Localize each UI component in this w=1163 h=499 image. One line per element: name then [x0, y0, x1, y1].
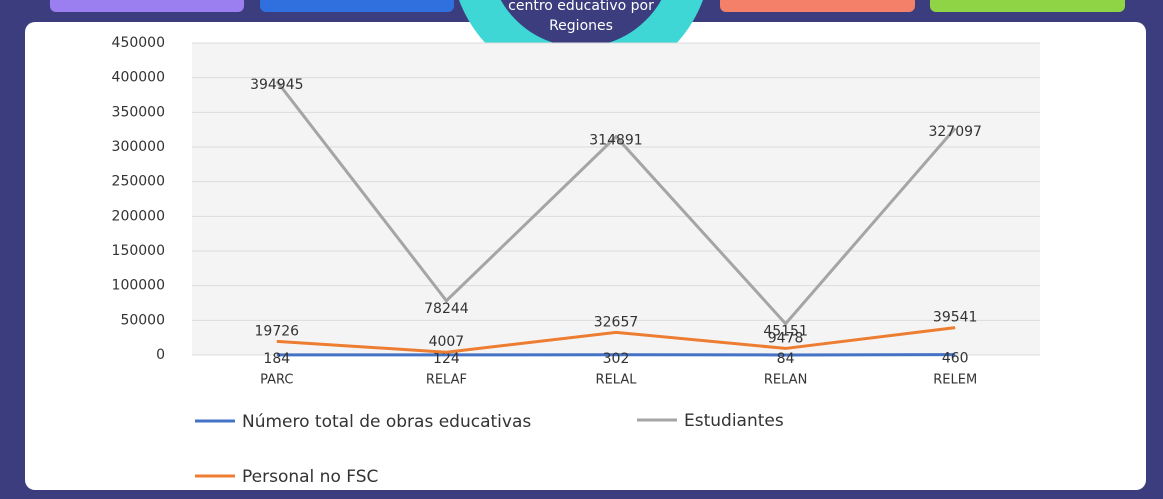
y-tick-label: 400000	[112, 70, 165, 86]
data-label: 32657	[594, 314, 639, 330]
y-tick-label: 0	[156, 347, 165, 363]
y-tick-label: 50000	[120, 312, 165, 328]
y-tick-label: 250000	[112, 174, 165, 190]
tab-active[interactable]	[489, 0, 673, 47]
data-label: 302	[603, 351, 630, 367]
x-tick-label: RELAF	[426, 373, 467, 388]
data-label: 314891	[589, 133, 642, 149]
line-series	[275, 80, 957, 326]
y-tick-label: 100000	[112, 278, 165, 294]
tab-green[interactable]	[930, 0, 1125, 12]
data-label: 394945	[250, 77, 303, 93]
y-tick-label: 350000	[112, 104, 165, 120]
data-label: 84	[777, 351, 795, 367]
plot-area	[192, 43, 1040, 355]
tab-blue[interactable]	[260, 0, 454, 12]
x-tick-label: RELAN	[764, 373, 807, 388]
data-label: 78244	[424, 301, 469, 317]
x-tick-label: RELEM	[933, 373, 977, 388]
tab-purple[interactable]	[50, 0, 244, 12]
tab-label: centro educativo por	[508, 0, 654, 14]
data-label: 327097	[928, 124, 981, 140]
y-tick-label: 300000	[112, 139, 165, 155]
chart: 0 50000 100000 150000 200000 250000 300000 3500…	[112, 35, 1040, 487]
x-tick-label: RELAL	[596, 373, 638, 388]
data-label: 39541	[933, 310, 978, 326]
x-tick-label: PARC	[260, 373, 293, 388]
data-label: 45151	[763, 324, 808, 340]
data-label: 124	[433, 351, 460, 367]
data-label: 19726	[255, 323, 300, 339]
y-tick-label: 450000	[112, 35, 165, 51]
y-tick-label: 150000	[112, 243, 165, 259]
legend-label: Personal no FSC	[242, 467, 378, 487]
tab-orange[interactable]	[720, 0, 915, 12]
line-series	[276, 326, 956, 354]
data-label: 184	[263, 351, 290, 367]
legend-label: Número total de obras educativas	[242, 412, 531, 432]
tab-label: Regiones	[549, 18, 613, 34]
data-label: 9478	[768, 330, 804, 346]
data-label: 4007	[429, 334, 465, 350]
data-label: 460	[942, 351, 969, 367]
y-tick-label: 200000	[112, 208, 165, 224]
legend-label: Estudiantes	[684, 411, 784, 431]
